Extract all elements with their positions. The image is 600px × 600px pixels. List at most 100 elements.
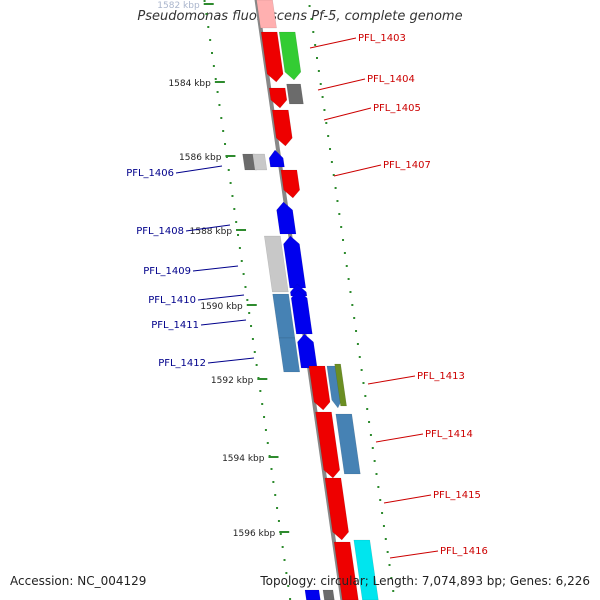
ruler-track-dot [255,364,258,366]
gene-shape-pfl-1412[interactable] [297,333,318,369]
ruler-label: 1590 kbp [200,302,243,312]
gene-shape-pfl-1406b[interactable] [252,153,268,171]
gene-leader-line [197,294,245,301]
ruler-track-dot [314,44,317,46]
gene-leader-line [175,165,223,174]
ruler-track-dot [342,239,345,241]
ruler-track-dot [281,546,284,548]
gene-shape-top-partial[interactable] [256,0,277,29]
gene-label-pfl-1405[interactable]: PFL_1405 [373,103,421,114]
gene-shape-pfl-1405[interactable] [272,109,293,147]
ruler-track-dot [386,551,389,553]
ruler-track-dot [214,78,217,80]
gene-shape-pfl-1408[interactable] [276,201,297,235]
gene-label-pfl-1411[interactable]: PFL_1411 [151,320,199,331]
gene-shape-pfl-1403b[interactable] [278,31,302,81]
ruler-track-dot [308,5,311,7]
ruler-track-dot [205,13,208,15]
ruler-track-dot [377,486,380,488]
gene-leader-line [389,550,439,559]
gene-leader-line [185,224,231,232]
ruler-track-dot [375,473,378,475]
gene-shape-pfl-1414[interactable] [315,411,341,479]
gene-shape-pfl-1404b[interactable] [286,83,304,105]
ruler-track-dot [259,390,262,392]
gene-shape-bottom-partial-b[interactable] [322,589,335,600]
ruler-track-dot [203,0,206,2]
ruler-track-dot [283,559,286,561]
ruler-track-dot [251,338,254,340]
ruler-track-dot [369,434,372,436]
ruler-track-dot [345,265,348,267]
ruler-track-dot [332,174,335,176]
ruler-track-dot [338,213,341,215]
ruler-track-dot [207,26,210,28]
ruler-track-dot [250,325,253,327]
gene-shape-pfl-1413c[interactable] [334,363,347,407]
gene-label-pfl-1407[interactable]: PFL_1407 [383,160,431,171]
gene-shape-pfl-1413[interactable] [308,365,331,411]
ruler-track-dot [355,330,358,332]
gene-label-pfl-1413[interactable]: PFL_1413 [417,371,465,382]
gene-label-pfl-1410[interactable]: PFL_1410 [148,295,196,306]
ruler-track-dot [379,499,382,501]
gene-leader-line [383,494,432,504]
gene-label-pfl-1408[interactable]: PFL_1408 [136,226,184,237]
gene-label-pfl-1404[interactable]: PFL_1404 [367,74,415,85]
ruler-track-dot [277,520,280,522]
ruler-track-dot [248,312,251,314]
ruler-track-dot [368,421,371,423]
ruler-track-dot [371,447,374,449]
ruler-label: 1586 kbp [179,153,222,163]
gene-shape-pfl-1414b[interactable] [335,413,361,475]
gene-shape-pfl-1404[interactable] [268,87,288,109]
ruler-track-dot [319,83,322,85]
ruler-track-dot [261,403,264,405]
ruler-track-dot [270,468,273,470]
ruler-label: 1582 kbp [157,1,200,11]
ruler-track-dot [334,187,337,189]
ruler-track-dot [222,130,225,132]
ruler-track-dot [353,317,356,319]
gene-shape-pfl-1407[interactable] [280,169,301,199]
gene-shape-pfl-1409b[interactable] [264,235,289,293]
gene-label-pfl-1414[interactable]: PFL_1414 [425,429,473,440]
ruler-label: 1584 kbp [168,79,211,89]
ruler-track-dot [240,260,243,262]
gene-shape-pfl-1403[interactable] [260,31,284,83]
gene-label-pfl-1416[interactable]: PFL_1416 [440,546,488,557]
ruler-track-dot [321,96,324,98]
ruler-track-dot [336,200,339,202]
ruler-track-dot [390,577,393,579]
gene-shape-pfl-1416b[interactable] [353,539,379,600]
ruler-track-dot [388,564,391,566]
ruler-track-dot [317,70,320,72]
gene-leader-line [367,375,416,385]
gene-label-pfl-1409[interactable]: PFL_1409 [143,266,191,277]
gene-label-pfl-1412[interactable]: PFL_1412 [158,358,206,369]
gene-shape-bottom-partial[interactable] [304,589,321,600]
ruler-track-dot [327,135,330,137]
ruler-track-dot [358,356,361,358]
ruler-track-dot [279,533,282,535]
gene-label-pfl-1406[interactable]: PFL_1406 [126,168,174,179]
gene-shape-pfl-1416[interactable] [333,541,359,600]
gene-label-pfl-1415[interactable]: PFL_1415 [433,490,481,501]
gene-shape-pfl-1406c[interactable] [268,149,285,168]
ruler-track-dot [235,221,238,223]
ruler-track-dot [351,304,354,306]
gene-leader-line [192,265,239,272]
ruler-track-dot [382,525,385,527]
gene-leader-line [207,357,255,364]
gene-shape-pfl-1412b[interactable] [278,337,301,373]
ruler-track-dot [212,65,215,67]
gene-leader-line [323,107,372,121]
gene-shape-pfl-1415[interactable] [324,477,349,541]
gene-shape-pfl-1411[interactable] [290,289,313,335]
gene-label-pfl-1403[interactable]: PFL_1403 [358,33,406,44]
topology-text: Topology: circular; Length: 7,074,893 bp… [260,574,590,588]
ruler-track-dot [209,39,212,41]
ruler-track-dot [238,247,241,249]
